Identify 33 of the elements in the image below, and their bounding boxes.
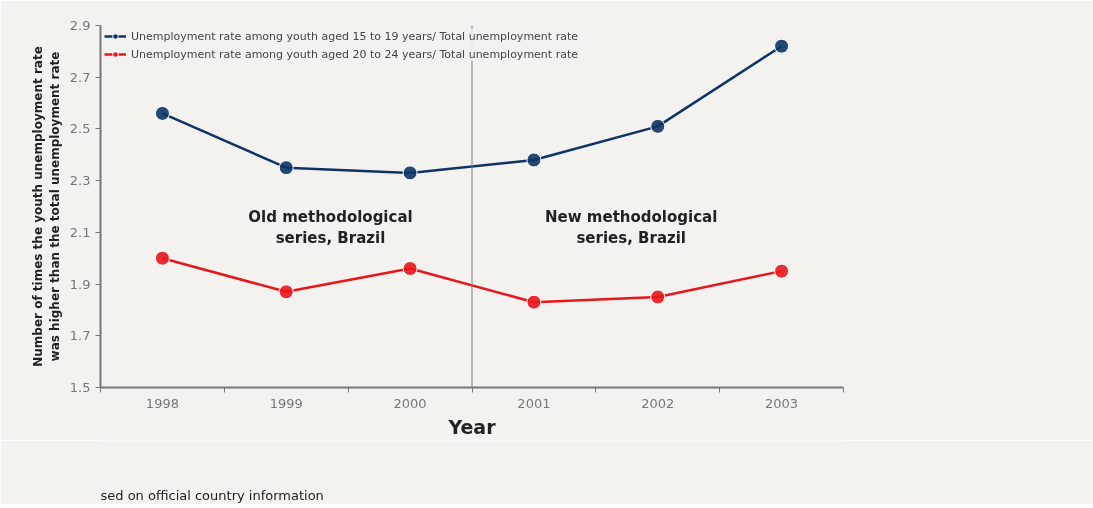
x-tick-label: 1999 xyxy=(269,395,303,411)
x-tick-label: 2000 xyxy=(393,395,427,411)
y-tick-label: 1.7 xyxy=(69,328,91,344)
annotation: Old methodological series, Brazil xyxy=(248,207,413,248)
y-tick-label: 2.1 xyxy=(69,224,91,240)
point xyxy=(402,165,418,181)
point xyxy=(650,118,666,134)
legend-label: Unemployment rate among youth aged 20 to 24 years/ Total unemployment rate xyxy=(131,47,578,61)
y-axis-title: Number of times the youth unemployment rate was higher than the total unemployment rate xyxy=(31,46,62,367)
point xyxy=(402,261,418,277)
point xyxy=(154,250,170,266)
y-tick-label: 2.9 xyxy=(69,18,91,33)
point xyxy=(526,152,542,168)
y-tick-label: 2.3 xyxy=(69,173,91,189)
point xyxy=(526,294,542,310)
legend-label: Unemployment rate among youth aged 15 to 19 years/ Total unemployment rate xyxy=(131,29,578,43)
x-tick-label: 2002 xyxy=(641,395,675,411)
point xyxy=(774,263,790,279)
y-tick-label: 2.7 xyxy=(69,69,91,85)
point xyxy=(154,105,170,121)
annotation: New methodological series, Brazil xyxy=(545,207,718,248)
point xyxy=(774,38,790,54)
point xyxy=(278,160,294,176)
text: sed on official country information xyxy=(100,487,324,503)
x-axis-title: Year xyxy=(447,415,497,438)
x-tick-label: 2003 xyxy=(765,395,799,411)
point xyxy=(278,284,294,300)
y-tick-label: 1.9 xyxy=(69,276,91,292)
x-tick-label: 2001 xyxy=(517,395,551,411)
x-tick-label: 1998 xyxy=(145,395,179,411)
y-tick-label: 1.5 xyxy=(69,380,91,395)
point xyxy=(650,289,666,305)
y-tick-label: 2.5 xyxy=(69,121,91,137)
